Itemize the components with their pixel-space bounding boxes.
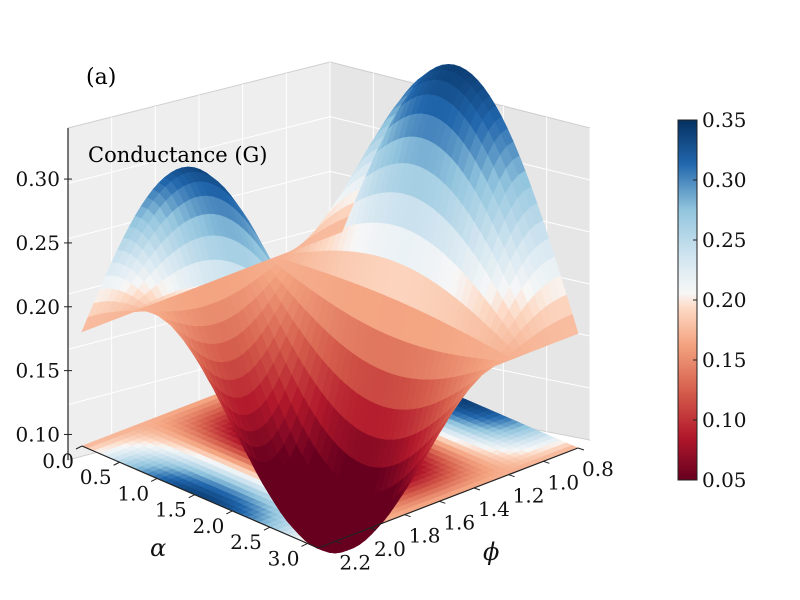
pane-grid-line <box>67 116 331 184</box>
y-tick-label: 0.8 <box>582 457 614 481</box>
colorbar-tick-label: 0.15 <box>702 348 747 372</box>
conductance-surface <box>81 63 579 554</box>
x-tick <box>301 543 308 547</box>
x-tick <box>188 494 195 499</box>
x-tick <box>226 510 233 515</box>
x-tick-label: 2.5 <box>230 530 262 554</box>
colorbar-ticks: 0.05 0.10 0.15 0.20 0.25 0.30 0.35 <box>693 108 747 492</box>
x-tick <box>75 445 83 450</box>
colorbar-tick-label: 0.10 <box>702 408 747 432</box>
z-tick-label: 0.20 <box>15 295 60 319</box>
colorbar-tick-label: 0.05 <box>702 468 747 492</box>
colorbar-tick-label: 0.20 <box>702 288 747 312</box>
x-tick <box>113 461 120 466</box>
x-tick <box>263 526 271 531</box>
z-tick-label: 0.10 <box>15 422 60 446</box>
x-tick-label: 1.0 <box>117 481 149 505</box>
x-axis-label: α <box>150 534 166 562</box>
panel-label: (a) <box>86 65 116 90</box>
chart-title: Conductance (G) <box>88 143 267 167</box>
x-axis-line <box>81 445 319 549</box>
y-axis-label: ϕ <box>483 538 499 566</box>
colorbar-tick-label: 0.30 <box>702 168 747 192</box>
y-tick <box>473 487 481 491</box>
surface-patch <box>334 216 349 235</box>
y-tick <box>439 500 446 504</box>
axis-ticks: 0.100.150.200.250.300.00.51.01.52.02.53.… <box>15 167 613 574</box>
y-axis-line <box>317 447 579 549</box>
y-tick-label: 1.0 <box>547 470 579 494</box>
y-tick <box>404 514 411 518</box>
colorbar-tick-label: 0.25 <box>702 228 747 252</box>
z-tick-label: 0.25 <box>15 231 60 255</box>
x-tick-label: 0.5 <box>80 465 112 489</box>
x-tick <box>150 478 158 482</box>
y-tick-label: 2.0 <box>374 537 406 561</box>
y-tick-label: 1.2 <box>513 484 545 508</box>
y-tick-label: 1.8 <box>409 524 441 548</box>
y-tick-label: 2.2 <box>339 550 371 574</box>
x-tick-label: 3.0 <box>268 546 300 570</box>
y-tick-label: 1.6 <box>443 510 475 534</box>
z-tick-label: 0.15 <box>15 359 60 383</box>
y-tick <box>335 540 342 544</box>
x-tick-label: 1.5 <box>155 498 187 522</box>
y-tick-label: 1.4 <box>478 497 510 521</box>
y-tick <box>508 474 515 478</box>
x-tick-label: 2.0 <box>193 514 225 538</box>
y-tick <box>577 447 585 451</box>
z-tick-label: 0.30 <box>15 167 60 191</box>
y-tick <box>369 527 377 531</box>
colorbar-tick-label: 0.35 <box>702 108 747 132</box>
y-tick <box>543 460 550 464</box>
x-tick-label: 0.0 <box>42 449 74 473</box>
